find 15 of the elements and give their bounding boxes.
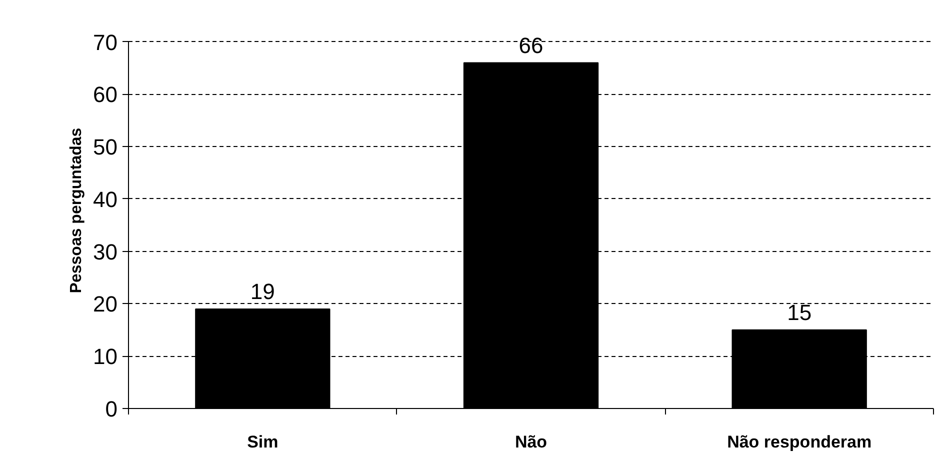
y-tick-label: 20	[93, 292, 118, 317]
x-tick-label: Não responderam	[727, 432, 872, 452]
data-label: 66	[518, 32, 544, 58]
y-tick-label: 40	[93, 186, 118, 212]
y-tick-label: 30	[93, 239, 118, 264]
y-tick-label: 50	[93, 134, 118, 160]
y-tick-label: 0	[105, 396, 118, 422]
y-axis-title: Pessoas perguntadas	[68, 128, 86, 294]
y-tick-label: 10	[93, 344, 118, 370]
x-tick-label: Sim	[247, 432, 278, 452]
data-label: 15	[787, 300, 812, 325]
data-label: 19	[250, 278, 275, 304]
x-tick-label: Não	[514, 432, 548, 452]
y-tick-label: 70	[93, 30, 118, 55]
y-tick-label: 60	[93, 82, 118, 108]
